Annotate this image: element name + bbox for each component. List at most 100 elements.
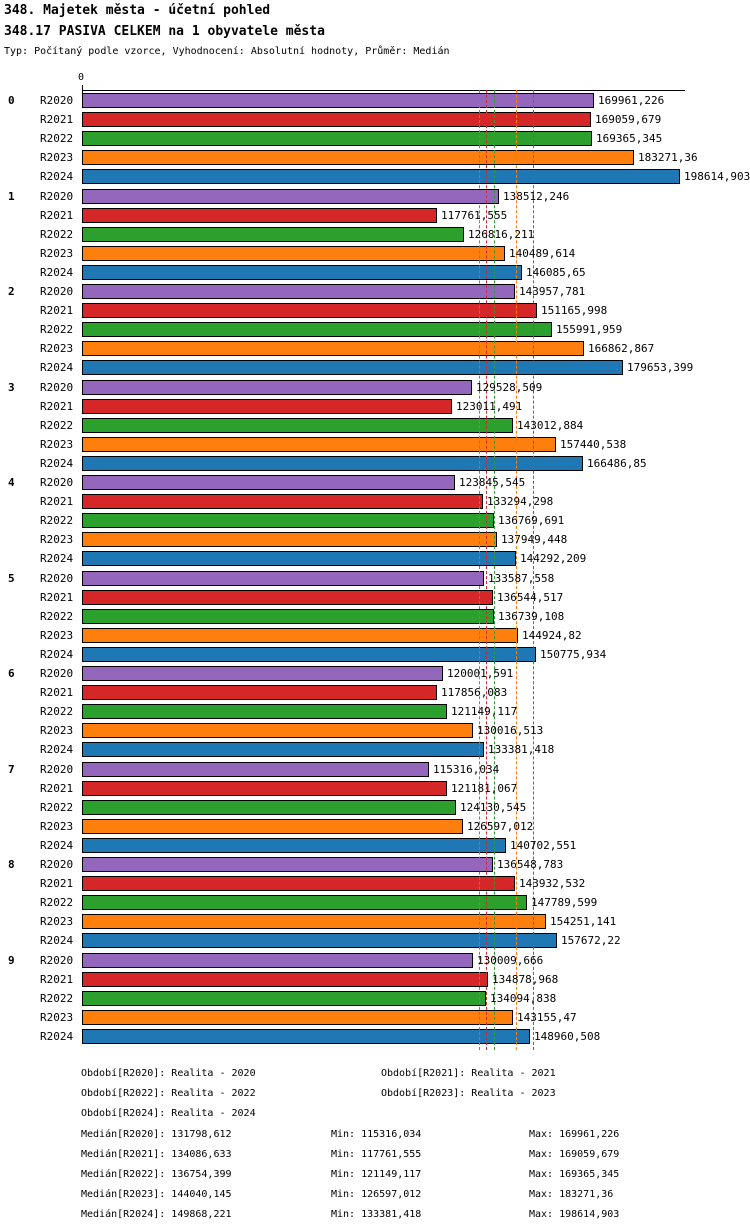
bar [82,723,473,738]
bar-value-label: 157672,22 [561,934,621,947]
series-label: R2020 [40,190,74,203]
bar [82,762,429,777]
bar [82,246,505,261]
bar [82,494,483,509]
bar [82,609,494,624]
bar-value-label: 121149,117 [451,705,518,718]
median-line [494,90,495,1050]
series-label: R2024 [40,361,74,374]
series-label: R2022 [40,992,74,1005]
bar-value-label: 138512,246 [503,190,570,203]
period-label: Období[R2024]: Realita - 2024 [81,1108,256,1119]
bar-value-label: 143932,532 [519,877,586,890]
bar-value-label: 134094,838 [490,992,557,1005]
bar [82,551,516,566]
bar-value-label: 169961,226 [598,94,665,107]
bar-value-label: 136548,783 [497,858,564,871]
max-stat: Max: 169961,226 [529,1129,620,1140]
bar [82,399,452,414]
bar [82,303,537,318]
series-label: R2020 [40,667,74,680]
bar-value-label: 179653,399 [627,361,694,374]
bar [82,150,634,165]
min-stat: Min: 115316,034 [331,1129,422,1140]
series-label: R2023 [40,533,74,546]
series-label: R2022 [40,323,74,336]
bar-value-label: 120001,591 [447,667,514,680]
bar [82,265,522,280]
bar [82,418,513,433]
bar [82,93,594,108]
series-label: R2023 [40,438,74,451]
median-line [516,90,517,1050]
bar-value-label: 150775,934 [540,648,607,661]
min-stat: Min: 117761,555 [331,1149,422,1160]
bar [82,456,583,471]
group-label: 2 [8,285,15,298]
bar [82,532,497,547]
group-label: 8 [8,858,15,871]
bar-value-label: 155991,959 [556,323,623,336]
series-label: R2022 [40,419,74,432]
bar [82,857,493,872]
series-label: R2023 [40,724,74,737]
bar [82,628,518,643]
group-label: 5 [8,572,15,585]
series-label: R2022 [40,705,74,718]
median-line [533,90,534,1050]
series-label: R2024 [40,552,74,565]
max-stat: Max: 183271,36 [529,1189,614,1200]
bar-value-label: 117761,555 [441,209,508,222]
series-label: R2020 [40,858,74,871]
period-label: Období[R2021]: Realita - 2021 [381,1068,556,1079]
chart-meta: Typ: Počítaný podle vzorce, Vyhodnocení:… [4,46,450,57]
median-stat: Medián[R2022]: 136754,399 [81,1169,232,1180]
bar [82,742,484,757]
page-title: 348. Majetek města - účetní pohled [4,3,271,18]
min-stat: Min: 121149,117 [331,1169,422,1180]
bar-value-label: 117856,083 [441,686,508,699]
bar-value-label: 198614,903 [684,170,750,183]
series-label: R2021 [40,782,74,795]
bar [82,437,556,452]
series-label: R2022 [40,228,74,241]
min-stat: Min: 126597,012 [331,1189,422,1200]
group-label: 6 [8,667,15,680]
bar [82,666,443,681]
page-subtitle: 348.17 PASIVA CELKEM na 1 obyvatele měst… [4,24,325,39]
bar-value-label: 166486,85 [587,457,647,470]
bar-value-label: 133294,298 [487,495,554,508]
bar-value-label: 134878,968 [492,973,559,986]
bar [82,800,456,815]
group-label: 3 [8,381,15,394]
bar-value-label: 126597,012 [467,820,534,833]
series-label: R2020 [40,763,74,776]
bar-value-label: 146085,65 [526,266,586,279]
bar [82,380,472,395]
bar-value-label: 143155,47 [517,1011,577,1024]
min-stat: Min: 133381,418 [331,1209,422,1220]
series-label: R2020 [40,94,74,107]
bar [82,189,499,204]
bar-value-label: 136544,517 [497,591,564,604]
bar [82,322,552,337]
bar-value-label: 115316,034 [433,763,500,776]
period-label: Období[R2020]: Realita - 2020 [81,1068,256,1079]
series-label: R2022 [40,610,74,623]
series-label: R2023 [40,151,74,164]
series-label: R2022 [40,514,74,527]
bar [82,590,493,605]
series-label: R2020 [40,476,74,489]
bar-value-label: 154251,141 [550,915,617,928]
series-label: R2021 [40,113,74,126]
bar-value-label: 121181,067 [451,782,518,795]
series-label: R2024 [40,648,74,661]
bar-value-label: 148960,508 [534,1030,601,1043]
bar-value-label: 183271,36 [638,151,698,164]
group-label: 7 [8,763,15,776]
bar-value-label: 130016,513 [477,724,544,737]
bar-value-label: 140489,614 [509,247,576,260]
series-label: R2020 [40,572,74,585]
group-label: 9 [8,954,15,967]
